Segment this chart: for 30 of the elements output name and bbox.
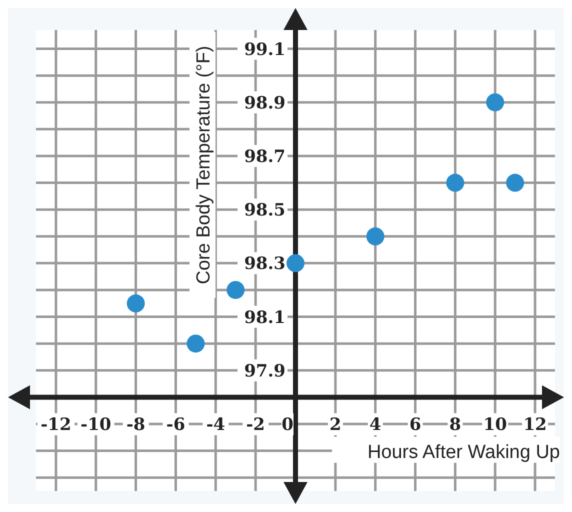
x-tick-label: -2 [246,415,266,436]
x-axis-title: Hours After Waking Up [367,442,560,463]
point [366,227,384,246]
y-tick-label: 98.1 [244,308,286,328]
x-tick-label: 6 [409,415,422,436]
x-tick-label: 8 [449,415,462,436]
x-tick-label: 10 [483,415,508,436]
x-tick-label: 2 [330,415,342,436]
x-tick-label: -4 [206,415,226,436]
x-tick-label: -6 [166,415,186,436]
point [186,334,205,353]
x-tick-label: 0 [282,415,294,436]
x-tick-label: -10 [80,415,112,436]
x-tick-label: 12 [523,415,547,436]
y-axis-title: Core Body Temperature (°F) [194,46,214,284]
point [486,93,504,112]
y-tick-label: 99.1 [244,40,286,60]
y-tick-label: 97.9 [244,361,286,382]
point [286,254,304,272]
point [506,174,524,192]
point [126,294,145,312]
point [226,280,245,299]
y-tick-label: 98.5 [244,200,286,221]
x-tick-label: 4 [369,415,382,436]
y-tick-label: 98.3 [244,254,286,274]
y-tick-label: 98.7 [244,146,286,167]
x-tick-label: -8 [126,415,146,436]
y-tick-label: 98.9 [244,93,286,114]
x-tick-label: -12 [40,415,72,436]
point [446,174,464,192]
